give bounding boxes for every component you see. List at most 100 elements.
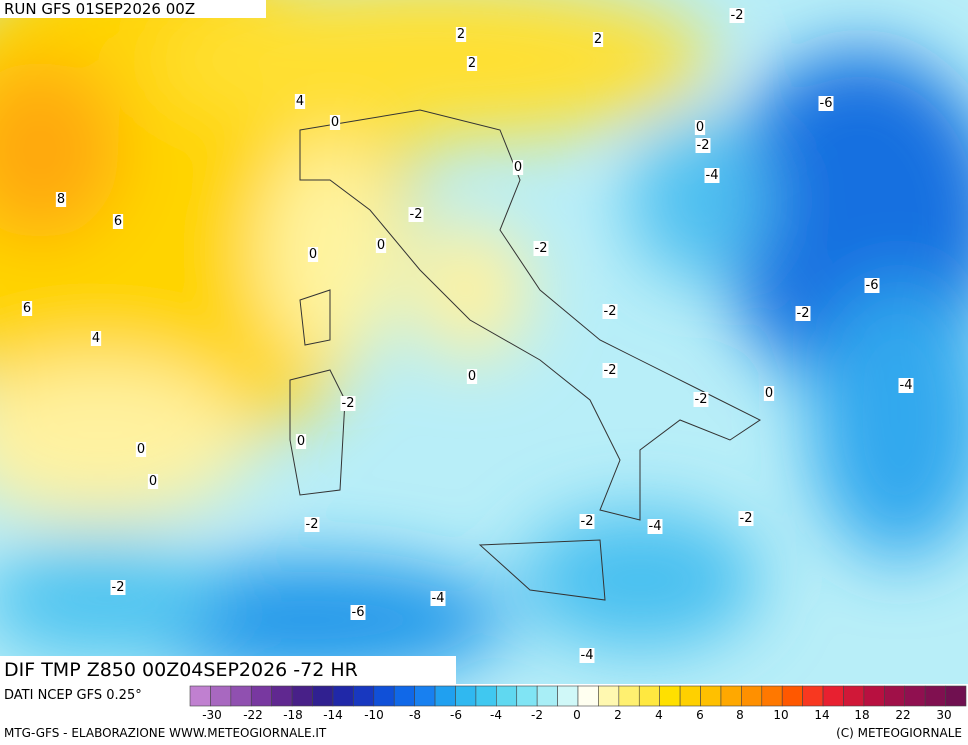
- contour-label: 0: [331, 115, 339, 130]
- contour-label-bg: [430, 591, 446, 606]
- contour-label-bg: [135, 442, 147, 457]
- colorbar-swatch: [536, 685, 558, 707]
- colorbar-swatch: [781, 685, 803, 707]
- contour-label-bg: [579, 648, 595, 663]
- contour-label-bg: [466, 369, 478, 384]
- contour-label: 2: [468, 56, 476, 71]
- contour-label: 2: [594, 32, 602, 47]
- contour-label: 0: [696, 120, 704, 135]
- contour-label-bg: [455, 27, 467, 42]
- contour-label: -4: [432, 591, 445, 606]
- map-subtitle: DIF TMP Z850 00Z04SEP2026 -72 HR: [0, 656, 456, 684]
- colorbar-swatch: [802, 685, 824, 707]
- colorbar-swatch: [741, 685, 763, 707]
- contour-label-bg: [329, 115, 341, 130]
- colorbar: -30 -22 -18 -14 -10 -8 -6 -4 -2 0 2 4 6 8 10 14 18 22 30: [189, 685, 967, 722]
- contour-label: -4: [706, 168, 719, 183]
- colorbar-label: 8: [736, 708, 744, 722]
- contour-label: -4: [581, 648, 594, 663]
- colorbar-swatch: [393, 685, 415, 707]
- colorbar-label: 18: [854, 708, 869, 722]
- colorbar-swatch: [884, 685, 906, 707]
- contour-label-bg: [375, 238, 387, 253]
- colorbar-swatch: [516, 685, 538, 707]
- contour-label: 0: [468, 369, 476, 384]
- contour-label: 2: [457, 27, 465, 42]
- colorbar-label: -30: [202, 708, 222, 722]
- colorbar-swatch: [230, 685, 252, 707]
- colorbar-label: -10: [364, 708, 384, 722]
- colorbar-swatch: [271, 685, 293, 707]
- contour-label: 4: [296, 94, 304, 109]
- colorbar-label: 4: [655, 708, 663, 722]
- colorbar-swatch: [373, 685, 395, 707]
- contour-label-bg: [21, 301, 33, 316]
- contour-label: 0: [309, 247, 317, 262]
- contour-label-bg: [307, 247, 319, 262]
- contour-label: -4: [900, 378, 913, 393]
- colorbar-swatch: [638, 685, 660, 707]
- contour-label-bg: [695, 138, 711, 153]
- colorbar-swatch: [659, 685, 681, 707]
- contour-label: 8: [57, 192, 65, 207]
- colorbar-label: -18: [283, 708, 303, 722]
- colorbar-label: -22: [243, 708, 263, 722]
- colorbar-swatch: [577, 685, 599, 707]
- contour-label-bg: [579, 514, 595, 529]
- colorbar-label: 0: [573, 708, 581, 722]
- colorbar-swatch: [843, 685, 865, 707]
- colorbar-swatch: [414, 685, 436, 707]
- contour-label-bg: [704, 168, 720, 183]
- colorbar-label: 14: [814, 708, 829, 722]
- colorbar-swatch: [312, 685, 334, 707]
- contour-label: 0: [137, 442, 145, 457]
- contour-label: -2: [604, 304, 617, 319]
- colorbar-swatch: [720, 685, 742, 707]
- colorbar-label: 10: [773, 708, 788, 722]
- colorbar-swatch: [353, 685, 375, 707]
- colorbar-swatch: [475, 685, 497, 707]
- contour-label: -2: [604, 363, 617, 378]
- colorbar-swatch: [291, 685, 313, 707]
- contour-label-bg: [294, 94, 306, 109]
- contour-label: -6: [866, 278, 879, 293]
- contour-label-bg: [112, 214, 124, 229]
- contour-label-bg: [533, 241, 549, 256]
- contour-label-bg: [55, 192, 67, 207]
- colorbar-label: 30: [936, 708, 951, 722]
- run-title: RUN GFS 01SEP2026 00Z: [0, 0, 266, 18]
- colorbar-label: -4: [490, 708, 502, 722]
- contour-label-bg: [340, 396, 356, 411]
- contour-label: -2: [112, 580, 125, 595]
- contour-label-bg: [818, 96, 834, 111]
- contour-label: -2: [697, 138, 710, 153]
- colorbar-swatch: [557, 685, 579, 707]
- colorbar-swatch: [700, 685, 722, 707]
- contour-label: 0: [514, 160, 522, 175]
- colorbar-swatch: [496, 685, 518, 707]
- contour-label: 6: [23, 301, 31, 316]
- contour-label: -2: [797, 306, 810, 321]
- contour-label-bg: [350, 605, 366, 620]
- contour-label: -2: [535, 241, 548, 256]
- contour-label-bg: [694, 120, 706, 135]
- colorbar-swatch: [210, 685, 232, 707]
- colorbar-swatch: [455, 685, 477, 707]
- colorbar-swatch: [189, 685, 211, 707]
- footer-right: (C) METEOGIORNALE: [836, 726, 962, 740]
- contour-label-bg: [729, 8, 745, 23]
- contour-label: -2: [740, 511, 753, 526]
- colorbar-swatch: [822, 685, 844, 707]
- contour-label-bg: [602, 304, 618, 319]
- contour-label: -6: [820, 96, 833, 111]
- contour-label: -2: [731, 8, 744, 23]
- colorbar-swatch: [945, 685, 967, 707]
- contour-label-bg: [110, 580, 126, 595]
- contour-label: -2: [410, 207, 423, 222]
- contour-label-bg: [738, 511, 754, 526]
- contour-label-bg: [795, 306, 811, 321]
- islands: [289, 289, 606, 601]
- colorbar-swatch: [250, 685, 272, 707]
- contour-label-bg: [512, 160, 524, 175]
